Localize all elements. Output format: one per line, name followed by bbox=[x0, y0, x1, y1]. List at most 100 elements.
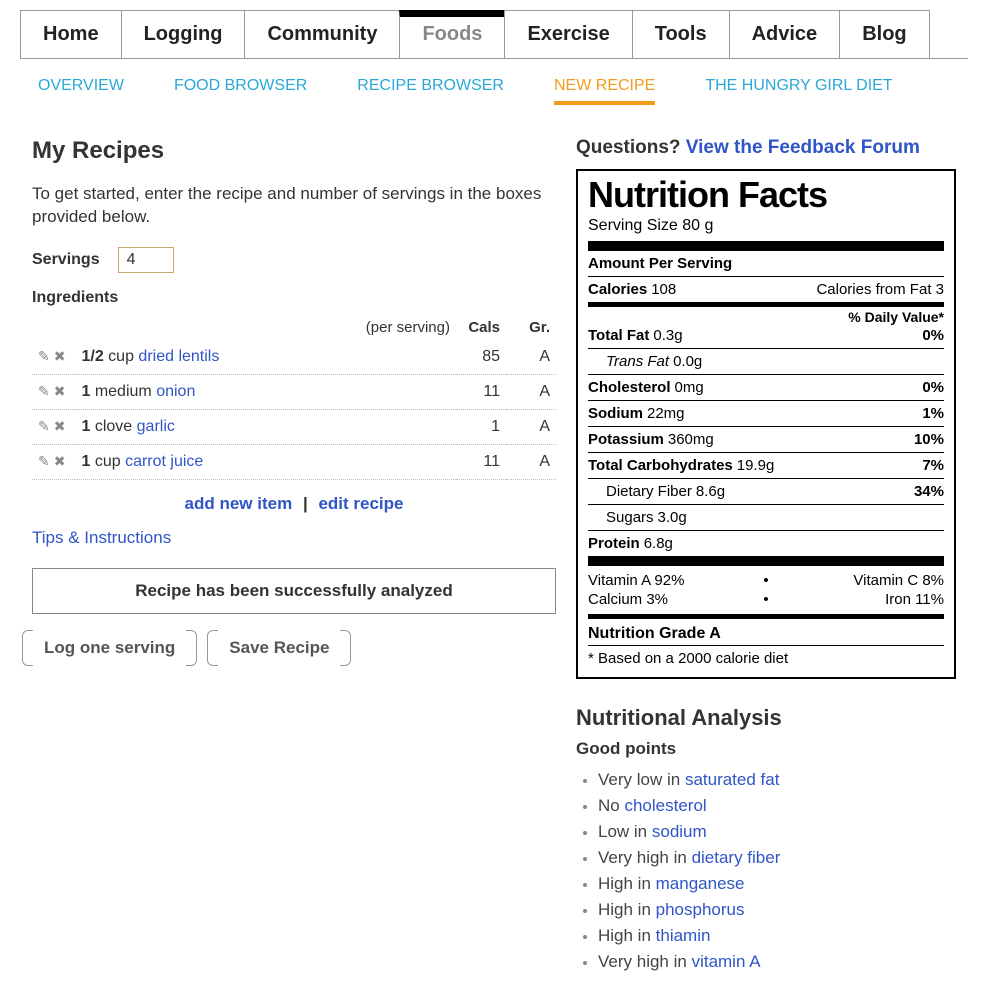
good-point-item: Very low in saturated fat bbox=[598, 767, 956, 793]
nutrition-facts-panel: Nutrition Facts Serving Size 80 g Amount… bbox=[576, 169, 956, 679]
delete-icon[interactable]: ✖ bbox=[54, 418, 66, 434]
tab-community[interactable]: Community bbox=[244, 10, 400, 58]
tab-blog[interactable]: Blog bbox=[839, 10, 929, 58]
edit-icon[interactable]: ✎ bbox=[38, 383, 50, 399]
subnav-the-hungry-girl-diet[interactable]: THE HUNGRY GIRL DIET bbox=[705, 77, 892, 105]
delete-icon[interactable]: ✖ bbox=[54, 383, 66, 399]
sub-nav: OVERVIEW FOOD BROWSER RECIPE BROWSER NEW RE… bbox=[20, 77, 968, 117]
delete-icon[interactable]: ✖ bbox=[54, 348, 66, 364]
tab-logging[interactable]: Logging bbox=[121, 10, 246, 58]
nf-row: Cholesterol 0mg0% bbox=[588, 377, 944, 398]
edit-icon[interactable]: ✎ bbox=[38, 453, 50, 469]
tab-exercise[interactable]: Exercise bbox=[504, 10, 632, 58]
delete-icon[interactable]: ✖ bbox=[54, 453, 66, 469]
good-point-text: High in bbox=[598, 900, 656, 919]
ingredient-grade: A bbox=[506, 374, 556, 409]
intro-text: To get started, enter the recipe and num… bbox=[32, 183, 556, 229]
feedback-link[interactable]: View the Feedback Forum bbox=[686, 137, 920, 158]
log-serving-button[interactable]: Log one serving bbox=[32, 630, 187, 666]
ingredient-name-link[interactable]: dried lentils bbox=[138, 348, 219, 365]
tab-foods[interactable]: Foods bbox=[399, 10, 505, 58]
analyzed-message: Recipe has been successfully analyzed bbox=[32, 568, 556, 614]
ingredient-grade: A bbox=[506, 444, 556, 479]
ingredient-row: ✎✖1 clove garlic1A bbox=[32, 409, 556, 444]
nf-row: Trans Fat 0.0g bbox=[588, 351, 944, 372]
nf-row: Dietary Fiber 8.6g34% bbox=[588, 481, 944, 502]
nf-calories-row: Calories 108 Calories from Fat 3 bbox=[588, 279, 944, 300]
ingredient-unit: cup bbox=[95, 453, 121, 470]
nf-footnote: * Based on a 2000 calorie diet bbox=[588, 648, 944, 667]
ingredient-unit: medium bbox=[95, 383, 152, 400]
ingredient-name-link[interactable]: onion bbox=[156, 383, 195, 400]
nf-vitamins: Vitamin A 92%•Vitamin C 8%Calcium 3%•Iro… bbox=[588, 568, 944, 612]
good-point-text: Very low in bbox=[598, 770, 685, 789]
ingredient-cals: 1 bbox=[456, 409, 506, 444]
subnav-new-recipe[interactable]: NEW RECIPE bbox=[554, 77, 655, 105]
questions-row: Questions? View the Feedback Forum bbox=[576, 137, 956, 159]
good-point-text: Very high in bbox=[598, 848, 692, 867]
ingredient-cals: 85 bbox=[456, 340, 506, 375]
nutrient-link[interactable]: phosphorus bbox=[656, 900, 745, 919]
good-point-item: High in manganese bbox=[598, 871, 956, 897]
nf-vitamin: Calcium 3% bbox=[588, 591, 763, 608]
nf-row: Protein 6.8g bbox=[588, 533, 944, 554]
ingredient-actions: add new item | edit recipe bbox=[32, 494, 556, 514]
subnav-overview[interactable]: OVERVIEW bbox=[38, 77, 124, 105]
nutrient-link[interactable]: vitamin A bbox=[692, 952, 761, 971]
ingredient-grade: A bbox=[506, 340, 556, 375]
good-point-item: Very high in dietary fiber bbox=[598, 845, 956, 871]
good-point-item: Low in sodium bbox=[598, 819, 956, 845]
good-points-label: Good points bbox=[576, 739, 956, 759]
nf-serving: Serving Size 80 g bbox=[588, 217, 944, 235]
nf-vitamin: Vitamin C 8% bbox=[769, 572, 944, 589]
nf-row: Total Fat 0.3g0% bbox=[588, 325, 944, 346]
nutrient-link[interactable]: dietary fiber bbox=[692, 848, 781, 867]
ingredient-name-link[interactable]: garlic bbox=[137, 418, 175, 435]
good-point-item: High in thiamin bbox=[598, 923, 956, 949]
ingredient-row: ✎✖1 cup carrot juice11A bbox=[32, 444, 556, 479]
nf-row: Potassium 360mg10% bbox=[588, 429, 944, 450]
nutrient-link[interactable]: manganese bbox=[656, 874, 745, 893]
nf-row: Total Carbohydrates 19.9g7% bbox=[588, 455, 944, 476]
ingredient-unit: clove bbox=[95, 418, 132, 435]
servings-label: Servings bbox=[32, 251, 100, 269]
analysis-title: Nutritional Analysis bbox=[576, 705, 956, 731]
servings-input[interactable] bbox=[118, 247, 174, 273]
nf-dv-header: % Daily Value* bbox=[588, 309, 944, 325]
edit-icon[interactable]: ✎ bbox=[38, 418, 50, 434]
good-point-text: Very high in bbox=[598, 952, 692, 971]
nf-amount-per-serving: Amount Per Serving bbox=[588, 253, 944, 274]
tab-advice[interactable]: Advice bbox=[729, 10, 841, 58]
nutrient-link[interactable]: sodium bbox=[652, 822, 707, 841]
save-recipe-button[interactable]: Save Recipe bbox=[217, 630, 341, 666]
right-column: Questions? View the Feedback Forum Nutri… bbox=[576, 137, 956, 975]
nf-row: Sugars 3.0g bbox=[588, 507, 944, 528]
nutrient-link[interactable]: cholesterol bbox=[624, 796, 706, 815]
nutrient-link[interactable]: saturated fat bbox=[685, 770, 780, 789]
col-grade: Gr. bbox=[506, 315, 556, 340]
subnav-food-browser[interactable]: FOOD BROWSER bbox=[174, 77, 307, 105]
good-point-text: No bbox=[598, 796, 624, 815]
left-column: My Recipes To get started, enter the rec… bbox=[32, 137, 556, 975]
button-row: Log one serving Save Recipe bbox=[32, 630, 556, 666]
nf-row: Sodium 22mg1% bbox=[588, 403, 944, 424]
ingredient-cals: 11 bbox=[456, 374, 506, 409]
questions-label: Questions? bbox=[576, 137, 686, 158]
add-new-item-link[interactable]: add new item bbox=[185, 494, 293, 513]
ingredient-name-link[interactable]: carrot juice bbox=[125, 453, 203, 470]
nutrient-link[interactable]: thiamin bbox=[656, 926, 711, 945]
good-point-text: Low in bbox=[598, 822, 652, 841]
ingredients-header: (per serving) Cals Gr. bbox=[32, 315, 556, 340]
separator: | bbox=[303, 494, 308, 513]
col-cals: Cals bbox=[456, 315, 506, 340]
edit-recipe-link[interactable]: edit recipe bbox=[318, 494, 403, 513]
ingredient-qty: 1 bbox=[81, 453, 90, 470]
edit-icon[interactable]: ✎ bbox=[38, 348, 50, 364]
tab-home[interactable]: Home bbox=[20, 10, 122, 58]
ingredient-grade: A bbox=[506, 409, 556, 444]
tab-tools[interactable]: Tools bbox=[632, 10, 730, 58]
servings-row: Servings bbox=[32, 247, 556, 273]
good-point-item: High in phosphorus bbox=[598, 897, 956, 923]
subnav-recipe-browser[interactable]: RECIPE BROWSER bbox=[357, 77, 504, 105]
tips-link[interactable]: Tips & Instructions bbox=[32, 528, 171, 548]
